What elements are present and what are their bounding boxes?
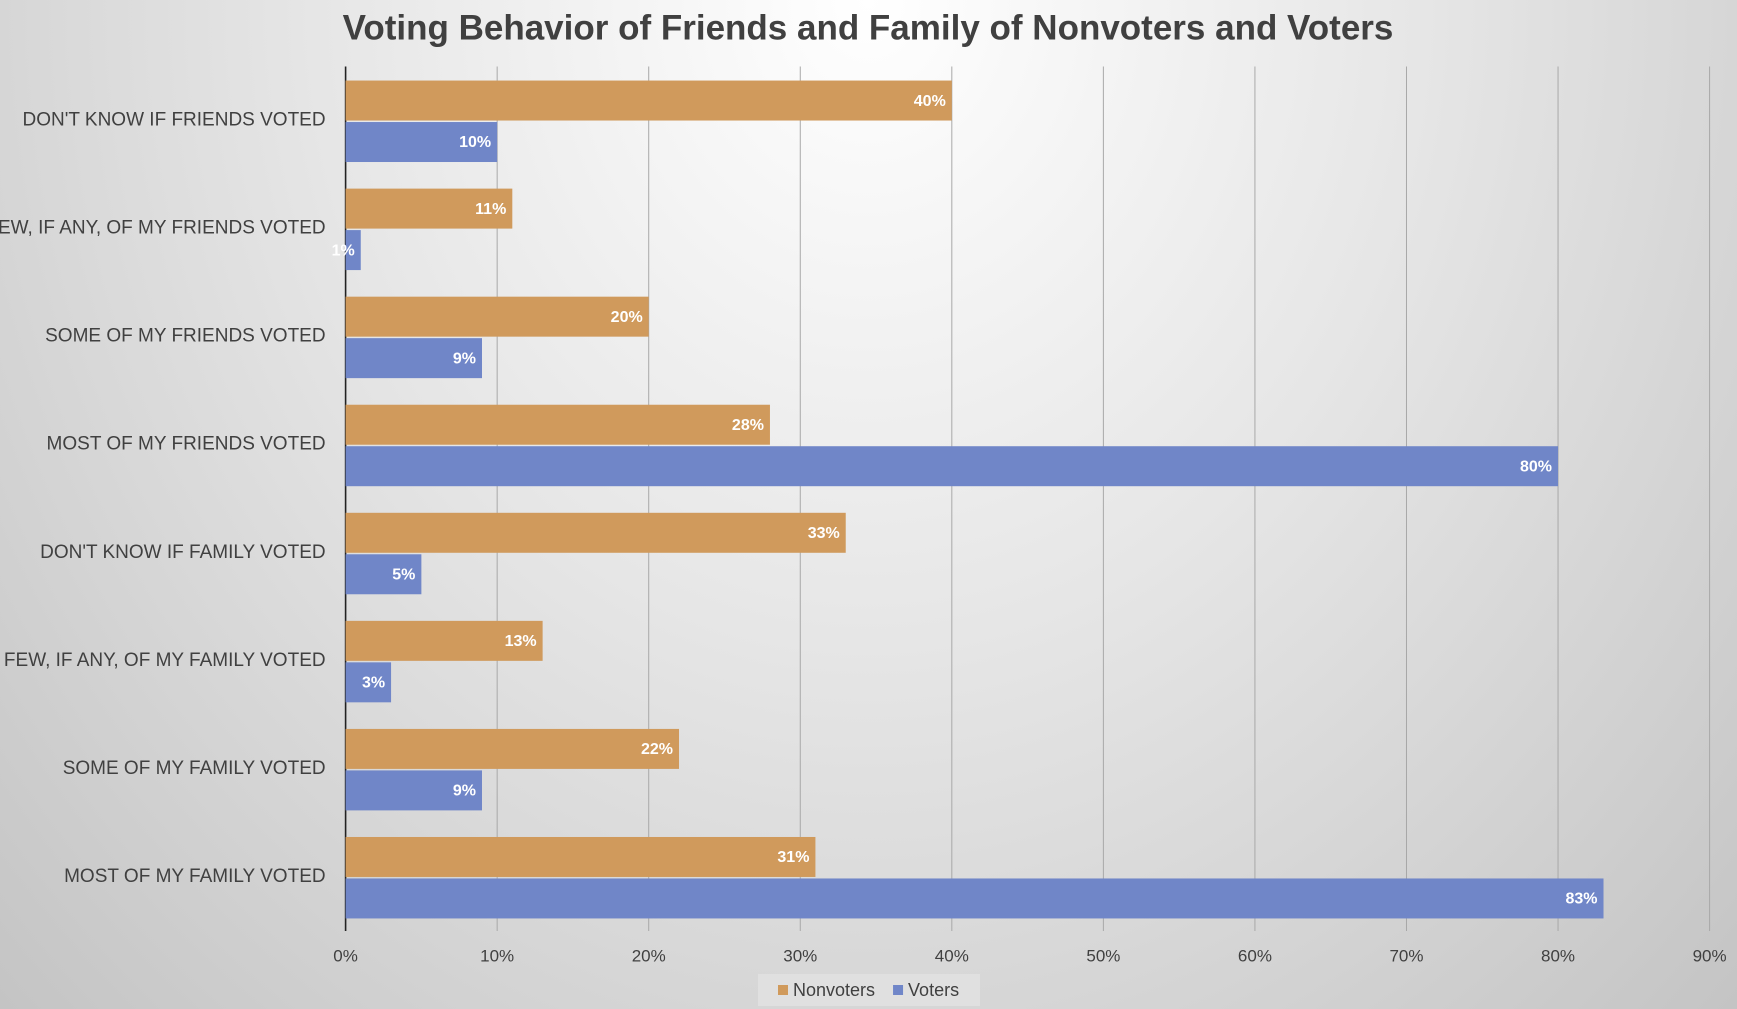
data-label: 9% [453,783,476,800]
bar [345,770,482,811]
y-tick-label: SOME OF MY FAMILY VOTED [63,758,326,779]
y-tick-label: DON'T KNOW IF FAMILY VOTED [40,542,326,563]
x-tick-label: 20% [632,946,666,965]
legend-label: Nonvoters [793,980,875,1000]
data-label: 11% [475,201,506,218]
data-label: 9% [453,350,476,367]
data-label: 1% [332,242,355,259]
bar [345,662,392,703]
data-label: 33% [808,525,840,542]
data-label: 5% [392,566,415,583]
y-tick-label: FEW, IF ANY, OF MY FAMILY VOTED [4,650,326,671]
bar [345,404,770,445]
x-tick-label: 90% [1693,946,1727,965]
bar [345,446,1559,487]
legend-swatch [778,985,788,995]
bar [345,554,422,595]
bar [345,80,952,121]
y-tick-label: MOST OF MY FRIENDS VOTED [47,434,326,455]
x-tick-label: 80% [1541,946,1575,965]
bar [345,620,543,661]
data-label: 22% [641,741,673,758]
legend-swatch [893,985,904,995]
x-tick-label: 40% [935,946,969,965]
data-label: 80% [1520,458,1552,475]
bar [345,338,482,379]
y-tick-label: MOST OF MY FAMILY VOTED [64,866,325,887]
x-tick-label: 30% [783,946,817,965]
x-tick-label: 60% [1238,946,1272,965]
x-tick-label: 0% [333,946,358,965]
bar [345,512,846,553]
data-label: 28% [732,417,764,434]
x-tick-label: 50% [1086,946,1120,965]
bar [345,728,680,769]
y-tick-label: FEW, IF ANY, OF MY FRIENDS VOTED [0,218,326,239]
bar [345,878,1604,919]
data-label: 3% [362,675,385,692]
x-tick-label: 10% [480,946,514,965]
bar [345,296,649,337]
data-label: 13% [505,633,537,650]
bar [345,230,361,271]
chart-title: Voting Behavior of Friends and Family of… [343,8,1394,47]
bar [345,122,498,163]
data-label: 83% [1565,891,1597,908]
legend-label: Voters [908,980,959,1000]
y-tick-label: SOME OF MY FRIENDS VOTED [45,326,325,347]
y-tick-label: DON'T KNOW IF FRIENDS VOTED [23,110,326,131]
data-label: 31% [777,849,809,866]
bar [345,836,816,877]
x-tick-label: 70% [1389,946,1423,965]
data-label: 40% [914,93,946,110]
legend-box [758,974,980,1006]
data-label: 10% [459,134,491,151]
bar [345,188,513,229]
data-label: 20% [611,309,643,326]
